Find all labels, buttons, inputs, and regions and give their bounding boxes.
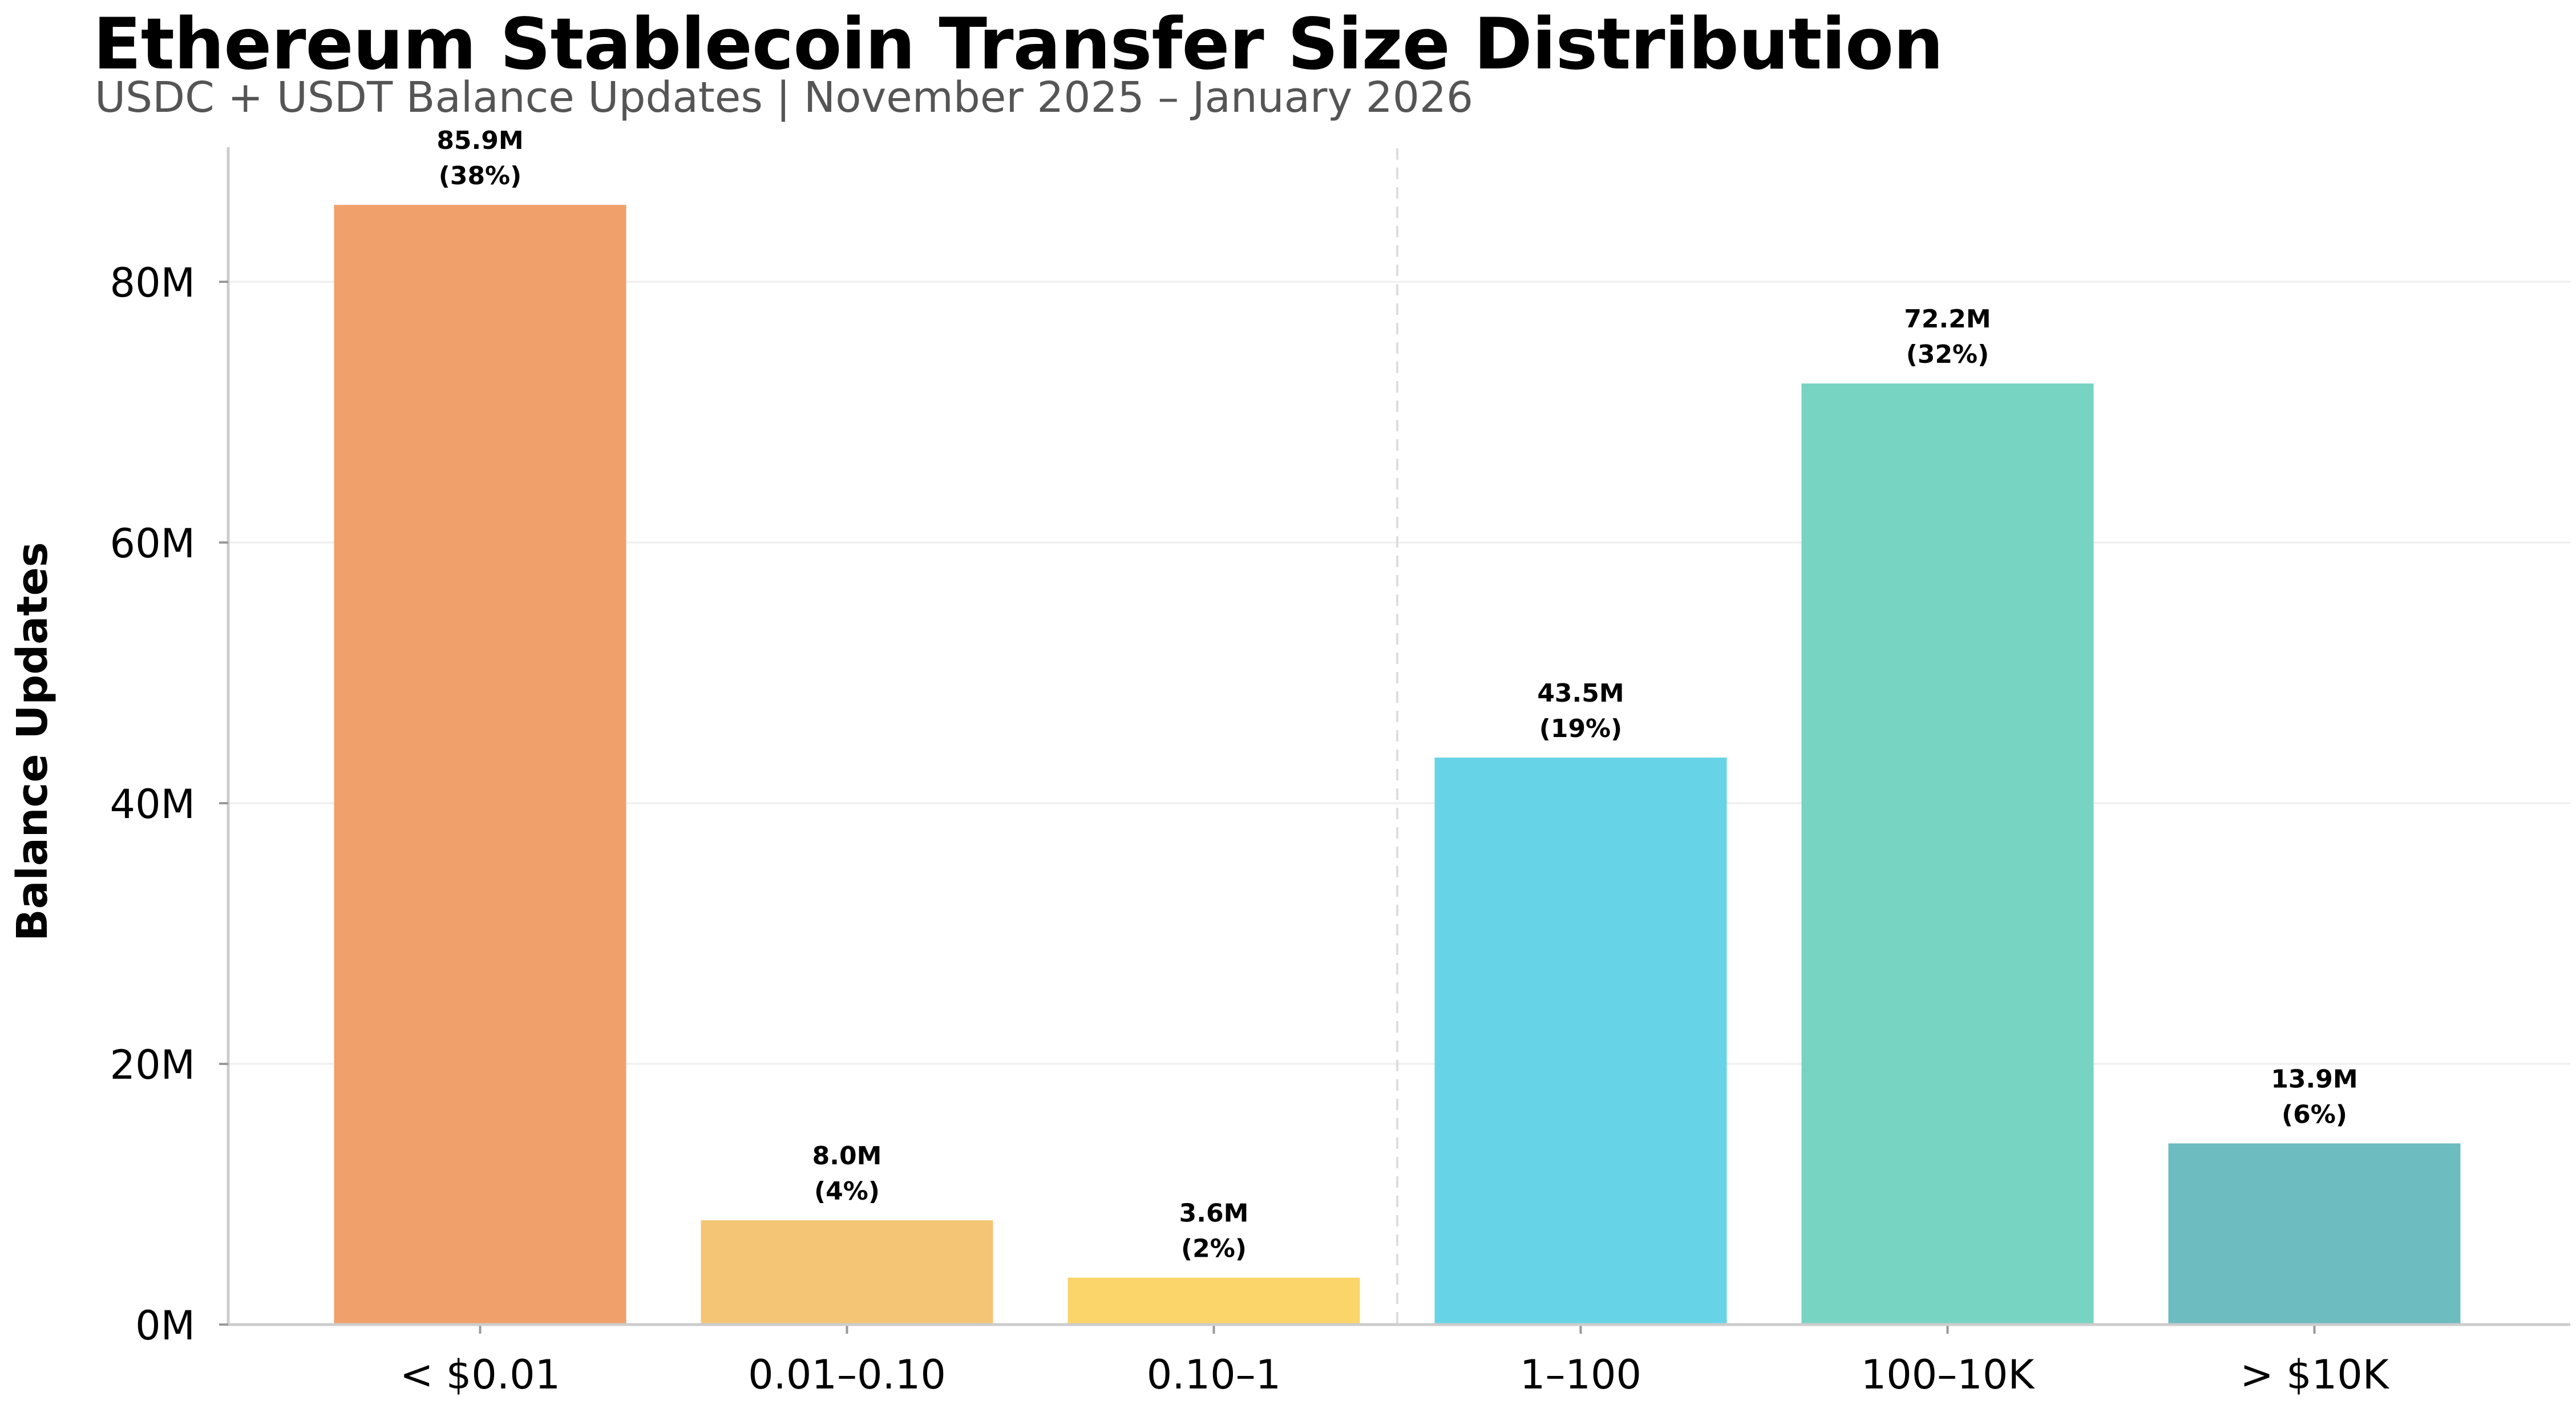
bar-percent-label: (19%) bbox=[1539, 714, 1623, 743]
y-tick-label: 60M bbox=[110, 520, 195, 567]
y-tick-label: 0M bbox=[135, 1302, 195, 1349]
bar-value-label: 3.6M bbox=[1179, 1199, 1249, 1228]
bar-percent-label: (2%) bbox=[1181, 1234, 1247, 1264]
bar-value-label: 72.2M bbox=[1904, 305, 1991, 334]
bar-percent-label: (32%) bbox=[1906, 340, 1989, 369]
bar-value-label: 85.9M bbox=[436, 126, 523, 155]
y-tick-label: 40M bbox=[110, 781, 195, 828]
bar-value-label: 8.0M bbox=[812, 1141, 882, 1171]
x-tick-label: 0.10–1 bbox=[1147, 1351, 1281, 1398]
bar bbox=[1067, 1277, 1360, 1325]
x-tick-label: 1–100 bbox=[1520, 1351, 1641, 1398]
bar bbox=[1434, 758, 1727, 1325]
axes: 0M 20M 40M 60M 80M < $0.01 0.01–0.10 0.10–1 1–10… bbox=[110, 147, 2570, 1398]
x-tick-label: 0.01–0.10 bbox=[748, 1351, 946, 1398]
y-tick-label: 20M bbox=[110, 1042, 195, 1088]
chart-subtitle: USDC + USDT Balance Updates | November 2… bbox=[95, 73, 1474, 122]
x-tick-label: 100–10K bbox=[1861, 1351, 2036, 1398]
bar-value-label: 43.5M bbox=[1537, 679, 1624, 708]
bar-percent-label: (38%) bbox=[439, 161, 522, 191]
y-axis-label: Balance Updates bbox=[8, 542, 57, 941]
bars bbox=[334, 205, 2461, 1325]
x-tick-label: > $10K bbox=[2240, 1351, 2390, 1398]
chart-title: Ethereum Stablecoin Transfer Size Distri… bbox=[93, 3, 1943, 86]
bar bbox=[1801, 383, 2094, 1325]
x-tick-label: < $0.01 bbox=[400, 1351, 560, 1398]
bar bbox=[701, 1220, 993, 1325]
bar-percent-label: (6%) bbox=[2282, 1100, 2347, 1129]
bar bbox=[2168, 1143, 2461, 1325]
bar bbox=[334, 205, 626, 1325]
bar-labels: 85.9M (38%) 8.0M (4%) 3.6M (2%) 43.5M (19%) 72.2… bbox=[436, 126, 2357, 1264]
bar-value-label: 13.9M bbox=[2271, 1064, 2357, 1094]
bar-percent-label: (4%) bbox=[814, 1177, 880, 1206]
y-tick-label: 80M bbox=[110, 260, 195, 306]
